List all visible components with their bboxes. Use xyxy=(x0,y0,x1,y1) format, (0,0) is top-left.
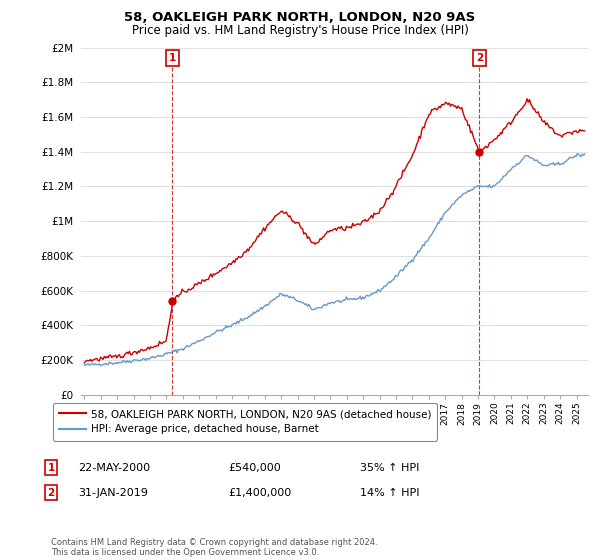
Text: £540,000: £540,000 xyxy=(228,463,281,473)
Text: 1: 1 xyxy=(169,53,176,63)
Text: £1,400,000: £1,400,000 xyxy=(228,488,291,498)
Text: Contains HM Land Registry data © Crown copyright and database right 2024.
This d: Contains HM Land Registry data © Crown c… xyxy=(51,538,377,557)
Text: 22-MAY-2000: 22-MAY-2000 xyxy=(78,463,150,473)
Text: 14% ↑ HPI: 14% ↑ HPI xyxy=(360,488,419,498)
Text: 2: 2 xyxy=(47,488,55,498)
Text: 35% ↑ HPI: 35% ↑ HPI xyxy=(360,463,419,473)
Text: 1: 1 xyxy=(47,463,55,473)
Text: Price paid vs. HM Land Registry's House Price Index (HPI): Price paid vs. HM Land Registry's House … xyxy=(131,24,469,36)
Text: 2: 2 xyxy=(476,53,483,63)
Legend: 58, OAKLEIGH PARK NORTH, LONDON, N20 9AS (detached house), HPI: Average price, d: 58, OAKLEIGH PARK NORTH, LONDON, N20 9AS… xyxy=(53,403,437,441)
Text: 58, OAKLEIGH PARK NORTH, LONDON, N20 9AS: 58, OAKLEIGH PARK NORTH, LONDON, N20 9AS xyxy=(124,11,476,24)
Text: 31-JAN-2019: 31-JAN-2019 xyxy=(78,488,148,498)
